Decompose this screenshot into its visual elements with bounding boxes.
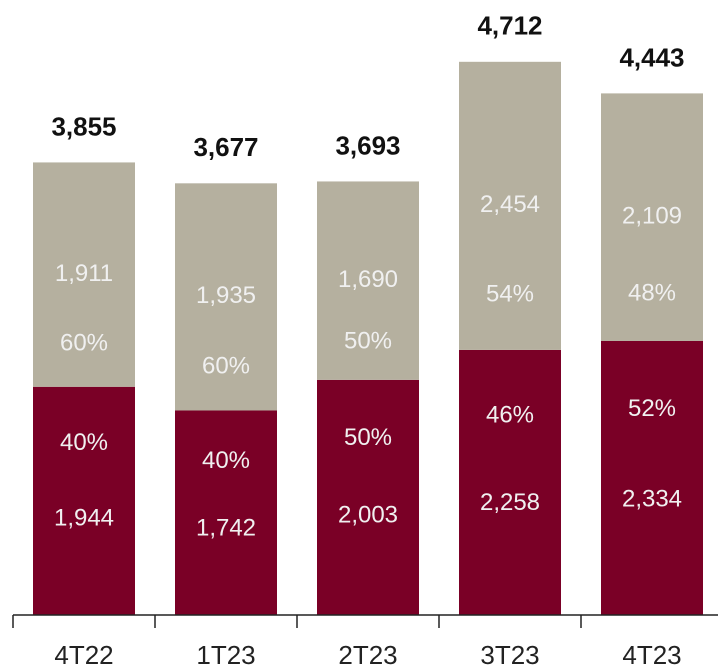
bar-segment xyxy=(317,181,419,380)
total-label: 4,712 xyxy=(477,11,542,41)
segment-value-label: 2,258 xyxy=(480,489,540,516)
segment-share-label: 50% xyxy=(344,327,392,354)
segment-share-label: 46% xyxy=(486,402,534,429)
bar-segment xyxy=(317,379,419,615)
bar-segment xyxy=(459,61,561,350)
segment-value-label: 1,911 xyxy=(55,260,113,287)
segment-share-label: 52% xyxy=(628,395,676,422)
bar-segment xyxy=(459,349,561,615)
segment-share-label: 60% xyxy=(202,353,250,380)
total-label: 3,693 xyxy=(335,130,400,160)
segment-value-label: 1,690 xyxy=(338,266,398,293)
segment-value-label: 1,944 xyxy=(54,504,114,531)
segment-share-label: 40% xyxy=(202,447,250,474)
bar-segment xyxy=(601,340,703,615)
segment-share-label: 50% xyxy=(344,424,392,451)
bar-segment xyxy=(175,410,277,615)
segment-value-label: 2,454 xyxy=(480,191,540,218)
segment-share-label: 60% xyxy=(60,329,108,356)
x-tick-label: 4T23 xyxy=(622,640,681,670)
total-label: 3,677 xyxy=(193,132,258,162)
x-tick-label: 2T23 xyxy=(338,640,397,670)
x-tick-label: 4T22 xyxy=(54,640,113,670)
bar-segment xyxy=(33,162,135,387)
total-label: 4,443 xyxy=(619,42,684,72)
bar-segment xyxy=(33,386,135,615)
segment-value-label: 2,109 xyxy=(622,203,682,230)
x-tick-label: 1T23 xyxy=(196,640,255,670)
bar-segment xyxy=(601,93,703,341)
bar-segment xyxy=(175,183,277,411)
segment-value-label: 1,742 xyxy=(196,514,256,541)
segment-share-label: 54% xyxy=(486,281,534,308)
total-label: 3,855 xyxy=(51,111,116,141)
segment-value-label: 2,003 xyxy=(338,502,398,529)
segment-value-label: 2,334 xyxy=(622,485,682,512)
x-tick-label: 3T23 xyxy=(480,640,539,670)
segment-value-label: 1,935 xyxy=(196,282,256,309)
segment-share-label: 40% xyxy=(60,429,108,456)
segment-share-label: 48% xyxy=(628,279,676,306)
